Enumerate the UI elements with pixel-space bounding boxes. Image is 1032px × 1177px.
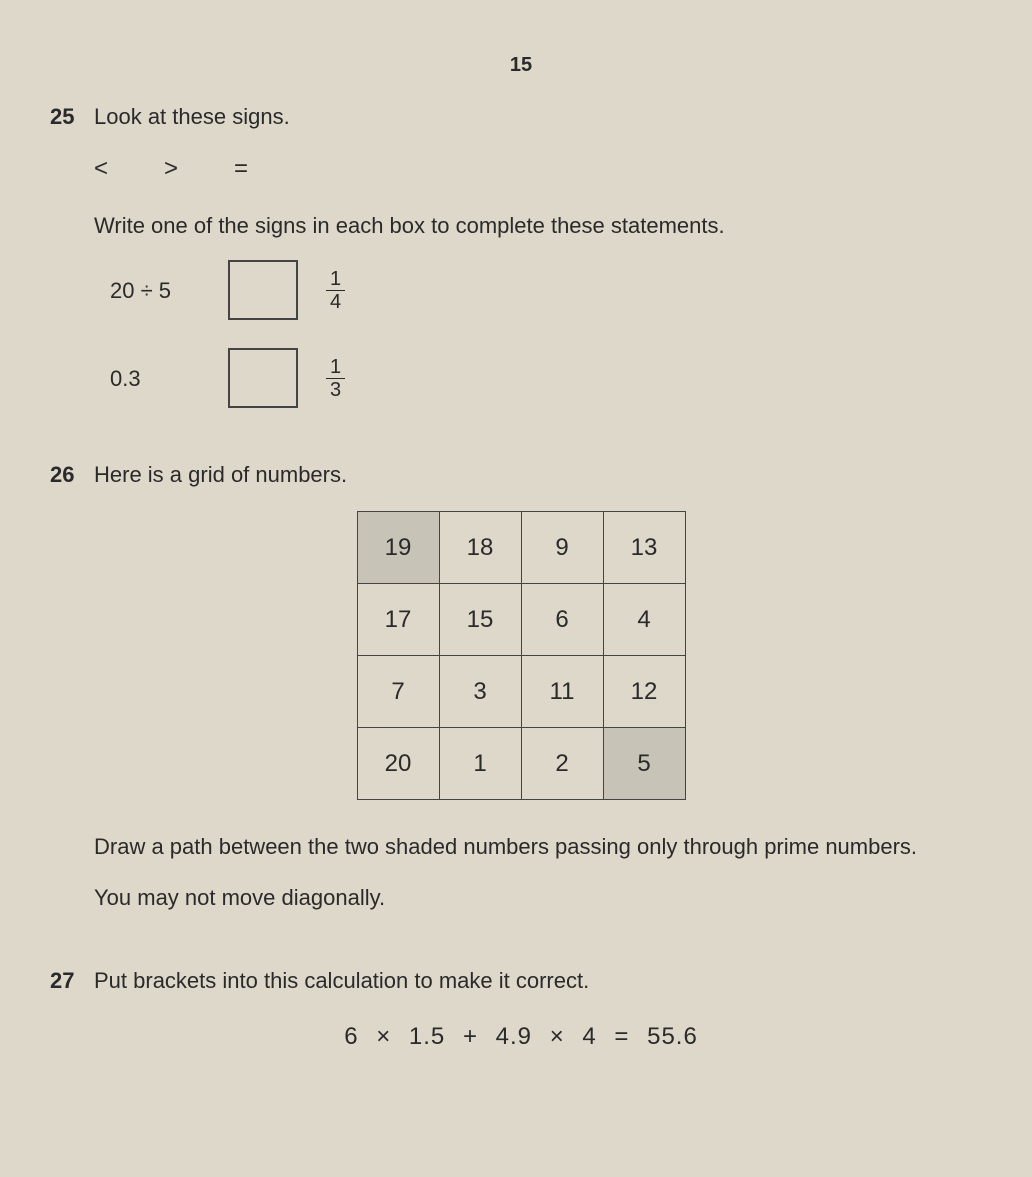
- q27-intro: Put brackets into this calculation to ma…: [94, 964, 589, 997]
- question-27: 27 Put brackets into this calculation to…: [50, 964, 992, 1055]
- calc-op2: +: [463, 1023, 478, 1050]
- q25-row2-box[interactable]: [228, 348, 298, 408]
- calc-c: 4.9: [496, 1023, 532, 1050]
- grid-cell: 18: [439, 512, 521, 584]
- grid-cell: 11: [521, 656, 603, 728]
- q26-number: 26: [50, 458, 82, 491]
- q25-instruction: Write one of the signs in each box to co…: [94, 209, 992, 242]
- calc-result: 55.6: [647, 1023, 698, 1050]
- q25-row1-left: 20 ÷ 5: [110, 274, 200, 307]
- q25-number: 25: [50, 100, 82, 133]
- q25-intro: Look at these signs.: [94, 100, 290, 133]
- question-25: 25 Look at these signs. < > = Write one …: [50, 100, 992, 408]
- sign-lt: <: [94, 151, 108, 187]
- calc-b: 1.5: [409, 1023, 445, 1050]
- grid-cell: 17: [357, 584, 439, 656]
- q25-row-2: 0.3 1 3: [110, 348, 992, 408]
- q26-intro: Here is a grid of numbers.: [94, 458, 347, 491]
- grid-cell: 3: [439, 656, 521, 728]
- q25-row-1: 20 ÷ 5 1 4: [110, 260, 992, 320]
- calc-op3: ×: [550, 1023, 565, 1050]
- q26-line2: You may not move diagonally.: [94, 881, 992, 914]
- number-grid: 191891317156473111220125: [357, 511, 686, 800]
- q27-calculation: 6 × 1.5 + 4.9 × 4 = 55.6: [50, 1019, 992, 1055]
- question-26: 26 Here is a grid of numbers. 1918913171…: [50, 458, 992, 914]
- page-number: 15: [50, 50, 992, 80]
- calc-eq: =: [614, 1023, 629, 1050]
- q25-row1-fraction: 1 4: [326, 268, 345, 313]
- sign-gt: >: [164, 151, 178, 187]
- grid-cell: 13: [603, 512, 685, 584]
- calc-d: 4: [582, 1023, 596, 1050]
- calc-a: 6: [344, 1023, 358, 1050]
- grid-cell: 4: [603, 584, 685, 656]
- q25-row1-box[interactable]: [228, 260, 298, 320]
- grid-cell: 19: [357, 512, 439, 584]
- grid-cell: 6: [521, 584, 603, 656]
- calc-op1: ×: [376, 1023, 391, 1050]
- grid-cell: 20: [357, 728, 439, 800]
- grid-cell: 7: [357, 656, 439, 728]
- frac-denominator: 3: [326, 379, 345, 401]
- q25-row2-left: 0.3: [110, 362, 200, 395]
- q25-row2-fraction: 1 3: [326, 356, 345, 401]
- grid-cell: 9: [521, 512, 603, 584]
- sign-eq: =: [234, 151, 248, 187]
- grid-cell: 15: [439, 584, 521, 656]
- grid-cell: 2: [521, 728, 603, 800]
- q26-line1: Draw a path between the two shaded numbe…: [94, 830, 992, 863]
- frac-numerator: 1: [326, 268, 345, 291]
- grid-cell: 5: [603, 728, 685, 800]
- frac-denominator: 4: [326, 291, 345, 313]
- frac-numerator: 1: [326, 356, 345, 379]
- q27-number: 27: [50, 964, 82, 997]
- grid-cell: 12: [603, 656, 685, 728]
- grid-cell: 1: [439, 728, 521, 800]
- signs-row: < > =: [94, 151, 992, 187]
